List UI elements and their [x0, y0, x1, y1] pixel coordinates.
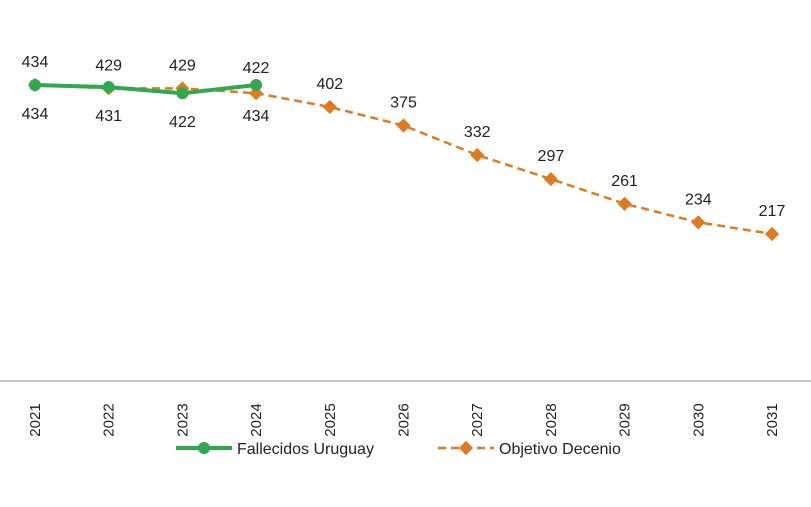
- x-tick-label-2029: 2029: [617, 403, 634, 436]
- data-label-objetivo-decenio-2026: 375: [390, 95, 417, 112]
- data-label-objetivo-decenio-2025: 402: [316, 76, 343, 93]
- x-tick-label-2028: 2028: [543, 403, 560, 436]
- point-fallecidos-uruguay-2024: [250, 79, 263, 91]
- legend-label-fallecidos-uruguay: Fallecidos Uruguay: [237, 441, 374, 458]
- point-objetivo-decenio-2027: [470, 147, 485, 163]
- point-fallecidos-uruguay-2022: [102, 81, 115, 94]
- x-tick-label-2024: 2024: [248, 403, 265, 436]
- data-label-objetivo-decenio-2028: 297: [538, 148, 565, 165]
- data-labels: 434 429 429 422 402 375 332 297 261 234 217 434 431 4…: [22, 54, 786, 220]
- x-tick-label-2025: 2025: [322, 403, 339, 436]
- x-tick-label-2030: 2030: [690, 403, 707, 436]
- data-label-objetivo-decenio-2031: 217: [759, 203, 786, 220]
- point-fallecidos-uruguay-2023: [176, 87, 189, 100]
- legend-label-objetivo-decenio: Objetivo Decenio: [499, 441, 621, 458]
- point-objetivo-decenio-2028: [543, 171, 558, 187]
- legend: Fallecidos Uruguay Objetivo Decenio: [176, 440, 621, 458]
- data-label-objetivo-decenio-2030: 234: [685, 191, 712, 208]
- x-tick-label-2027: 2027: [469, 403, 486, 436]
- point-objetivo-decenio-2029: [617, 196, 632, 211]
- data-label-objetivo-decenio-2021: 434: [22, 54, 49, 71]
- data-label-fallecidos-uruguay-2023: 422: [169, 114, 196, 131]
- data-label-objetivo-decenio-2024: 422: [243, 60, 270, 77]
- point-objetivo-decenio-2031: [764, 226, 780, 242]
- point-objetivo-decenio-2026: [396, 118, 411, 133]
- series-line-fallecidos-uruguay: [34, 83, 257, 96]
- series-line-objetivo-decenio: [34, 83, 773, 236]
- data-label-objetivo-decenio-2023: 429: [169, 57, 196, 74]
- legend-diamond-marker: [458, 440, 474, 456]
- point-fallecidos-uruguay-2021: [29, 79, 41, 91]
- data-label-fallecidos-uruguay-2021: 434: [22, 106, 49, 123]
- point-objetivo-decenio-2030: [691, 215, 706, 230]
- data-label-objetivo-decenio-2022: 429: [95, 57, 122, 74]
- data-label-fallecidos-uruguay-2024: 434: [243, 108, 270, 125]
- x-axis-ticks: 2021 2022 2023 2024 2025 2026 2027 2028 2029 2030…: [27, 403, 781, 436]
- legend-item-objetivo-decenio: Objetivo Decenio: [438, 440, 621, 458]
- x-tick-label-2021: 2021: [27, 403, 44, 436]
- x-tick-label-2026: 2026: [396, 403, 413, 436]
- x-tick-label-2022: 2022: [101, 403, 118, 436]
- legend-item-fallecidos-uruguay: Fallecidos Uruguay: [176, 441, 374, 458]
- data-label-fallecidos-uruguay-2022: 431: [95, 108, 122, 125]
- x-tick-label-2023: 2023: [174, 403, 191, 436]
- point-objetivo-decenio-2025: [322, 99, 337, 115]
- x-tick-label-2031: 2031: [764, 403, 781, 436]
- series-layer: [27, 77, 780, 242]
- data-label-objetivo-decenio-2029: 261: [611, 173, 638, 190]
- legend-circle-marker: [198, 442, 210, 454]
- data-label-objetivo-decenio-2027: 332: [464, 124, 491, 141]
